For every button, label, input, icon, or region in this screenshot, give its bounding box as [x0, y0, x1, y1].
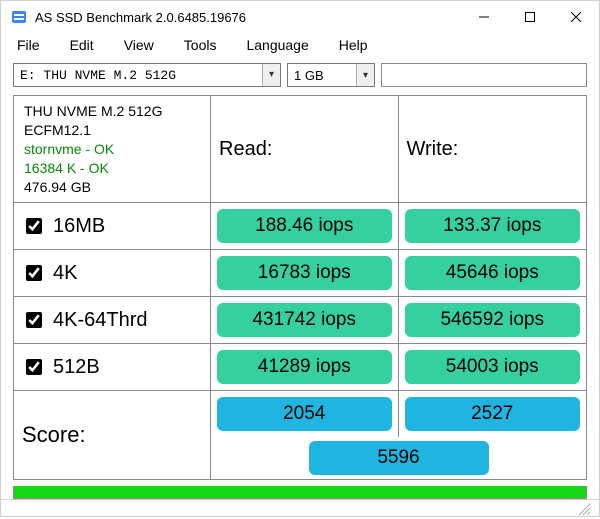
row-16mb-label: 16MB	[14, 203, 211, 250]
menu-help[interactable]: Help	[337, 35, 380, 55]
minimize-button[interactable]	[461, 1, 507, 33]
app-window: AS SSD Benchmark 2.0.6485.19676 File Edi…	[0, 0, 600, 517]
row-4k64thrd-write: 546592 iops	[399, 297, 587, 344]
driver-status: stornvme - OK	[24, 140, 114, 159]
value-pill: 2054	[217, 397, 392, 431]
score-read: 2054	[211, 391, 399, 437]
toolbar: E: THU NVME M.2 512G ▾ 1 GB ▾	[1, 59, 599, 95]
value-pill: 45646 iops	[405, 256, 580, 290]
row-4k-write: 45646 iops	[399, 250, 587, 297]
row-512b-read: 41289 iops	[211, 344, 399, 391]
row-4k-label: 4K	[14, 250, 211, 297]
menu-file[interactable]: File	[15, 35, 52, 55]
window-title: AS SSD Benchmark 2.0.6485.19676	[35, 10, 246, 25]
header-read: Read:	[211, 96, 399, 203]
score-total: 5596	[211, 437, 586, 479]
value-pill: 41289 iops	[217, 350, 392, 384]
bottom-progress-strip	[13, 486, 587, 498]
menu-view[interactable]: View	[122, 35, 166, 55]
size-select-value: 1 GB	[288, 68, 356, 83]
statusbar	[1, 499, 599, 516]
maximize-button[interactable]	[507, 1, 553, 33]
app-icon	[11, 9, 27, 25]
row-label-text: 16MB	[53, 215, 105, 238]
drive-info: THU NVME M.2 512G ECFM12.1 stornvme - OK…	[14, 96, 211, 203]
alignment-status: 16384 K - OK	[24, 159, 109, 178]
titlebar: AS SSD Benchmark 2.0.6485.19676	[1, 1, 599, 33]
value-pill: 188.46 iops	[217, 209, 392, 243]
menu-tools[interactable]: Tools	[182, 35, 229, 55]
row-4k-read: 16783 iops	[211, 250, 399, 297]
menubar: File Edit View Tools Language Help	[1, 33, 599, 59]
value-pill: 2527	[405, 397, 580, 431]
row-label-text: 4K	[53, 262, 77, 285]
row-4k-checkbox[interactable]	[26, 265, 42, 281]
menu-edit[interactable]: Edit	[68, 35, 106, 55]
score-label: Score:	[14, 391, 211, 479]
row-4k64thrd-checkbox[interactable]	[26, 312, 42, 328]
value-pill: 16783 iops	[217, 256, 392, 290]
menu-language[interactable]: Language	[244, 35, 320, 55]
row-512b-write: 54003 iops	[399, 344, 587, 391]
resize-grip-icon[interactable]	[575, 500, 591, 516]
row-16mb-write: 133.37 iops	[399, 203, 587, 250]
close-button[interactable]	[553, 1, 599, 33]
chevron-down-icon: ▾	[356, 64, 374, 86]
drive-firmware: ECFM12.1	[24, 121, 91, 140]
chevron-down-icon: ▾	[262, 64, 280, 86]
size-select[interactable]: 1 GB ▾	[287, 63, 375, 87]
drive-name: THU NVME M.2 512G	[24, 102, 162, 121]
value-pill: 133.37 iops	[405, 209, 580, 243]
row-label-text: 4K-64Thrd	[53, 309, 148, 332]
drive-select-value: E: THU NVME M.2 512G	[14, 68, 262, 83]
row-label-text: 512B	[53, 356, 100, 379]
value-pill: 431742 iops	[217, 303, 392, 337]
results-grid: THU NVME M.2 512G ECFM12.1 stornvme - OK…	[13, 95, 587, 480]
value-pill: 54003 iops	[405, 350, 580, 384]
row-512b-checkbox[interactable]	[26, 359, 42, 375]
value-pill: 5596	[309, 441, 489, 475]
value-pill: 546592 iops	[405, 303, 580, 337]
row-16mb-read: 188.46 iops	[211, 203, 399, 250]
row-512b-label: 512B	[14, 344, 211, 391]
drive-capacity: 476.94 GB	[24, 178, 91, 197]
progress-bar	[381, 63, 587, 87]
row-16mb-checkbox[interactable]	[26, 218, 42, 234]
row-4k64thrd-read: 431742 iops	[211, 297, 399, 344]
header-write: Write:	[399, 96, 587, 203]
row-4k64thrd-label: 4K-64Thrd	[14, 297, 211, 344]
score-write: 2527	[399, 391, 587, 437]
drive-select[interactable]: E: THU NVME M.2 512G ▾	[13, 63, 281, 87]
